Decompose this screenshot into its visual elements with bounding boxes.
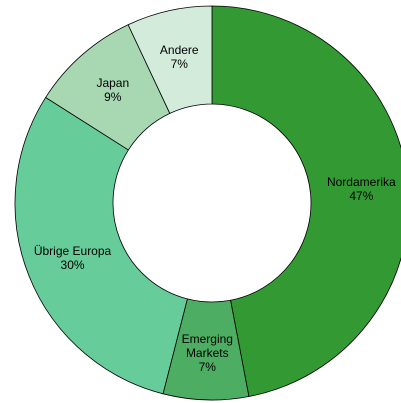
- slice-label: Emerging Markets 7%: [177, 332, 237, 374]
- category-label: Übrige Europa: [33, 244, 112, 259]
- slice: [127, 5, 213, 114]
- category-label: Japan: [96, 76, 130, 91]
- value-label: 30%: [60, 258, 85, 273]
- value-label: 7%: [198, 359, 216, 374]
- category-label: Nordamerika: [326, 174, 396, 189]
- value-label: 9%: [104, 90, 122, 105]
- slice-label: Übrige Europa 30%: [23, 244, 123, 272]
- value-label: 7%: [170, 56, 188, 71]
- slice-label: Nordamerika 47%: [311, 175, 401, 203]
- slice: [211, 5, 401, 397]
- category-label: Andere: [159, 42, 199, 57]
- slice: [14, 96, 188, 395]
- slice-label: Andere 7%: [129, 43, 229, 71]
- slice-label: Japan 9%: [63, 76, 163, 104]
- value-label: 47%: [349, 188, 374, 203]
- category-label: Emerging Markets: [181, 331, 233, 360]
